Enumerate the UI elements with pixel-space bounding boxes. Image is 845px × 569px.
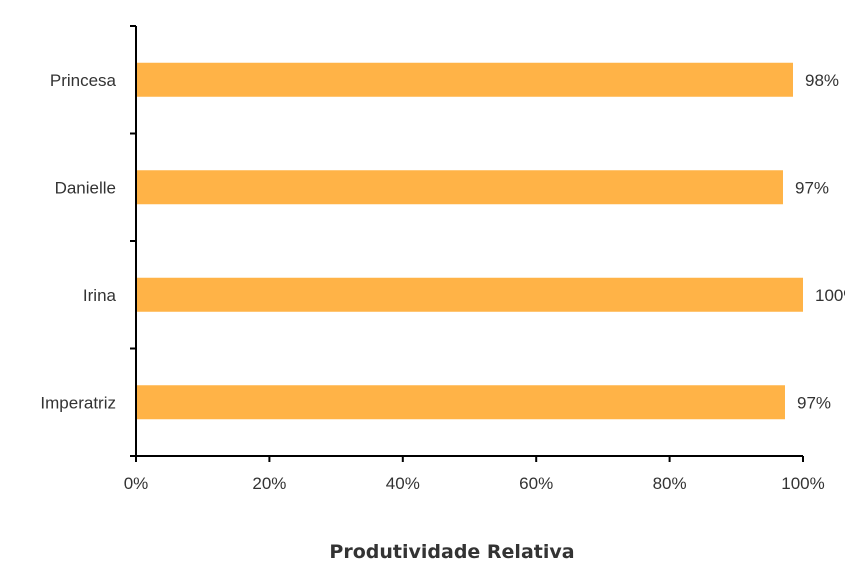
bars-group bbox=[136, 62, 803, 420]
x-tick-label: 0% bbox=[124, 474, 149, 493]
axes-group bbox=[130, 25, 804, 462]
bar bbox=[136, 170, 783, 205]
x-axis-title: Produtividade Relativa bbox=[329, 541, 574, 563]
x-tick-label: 60% bbox=[519, 474, 553, 493]
category-label: Danielle bbox=[55, 178, 116, 197]
data-label: 100% bbox=[815, 286, 845, 305]
data-label: 97% bbox=[795, 178, 829, 197]
data-label: 97% bbox=[797, 393, 831, 412]
category-label: Irina bbox=[83, 286, 117, 305]
labels-group: Princesa 98% Danielle 97% Irina 100% Imperatri… bbox=[40, 71, 845, 493]
x-tick-label: 100% bbox=[781, 474, 824, 493]
x-tick-label: 80% bbox=[653, 474, 687, 493]
category-label: Princesa bbox=[50, 71, 117, 90]
category-label: Imperatriz bbox=[40, 393, 116, 412]
bar bbox=[136, 62, 793, 97]
data-label: 98% bbox=[805, 71, 839, 90]
x-tick-label: 40% bbox=[386, 474, 420, 493]
x-tick-label: 20% bbox=[252, 474, 286, 493]
bar bbox=[136, 385, 785, 420]
bar bbox=[136, 277, 803, 312]
